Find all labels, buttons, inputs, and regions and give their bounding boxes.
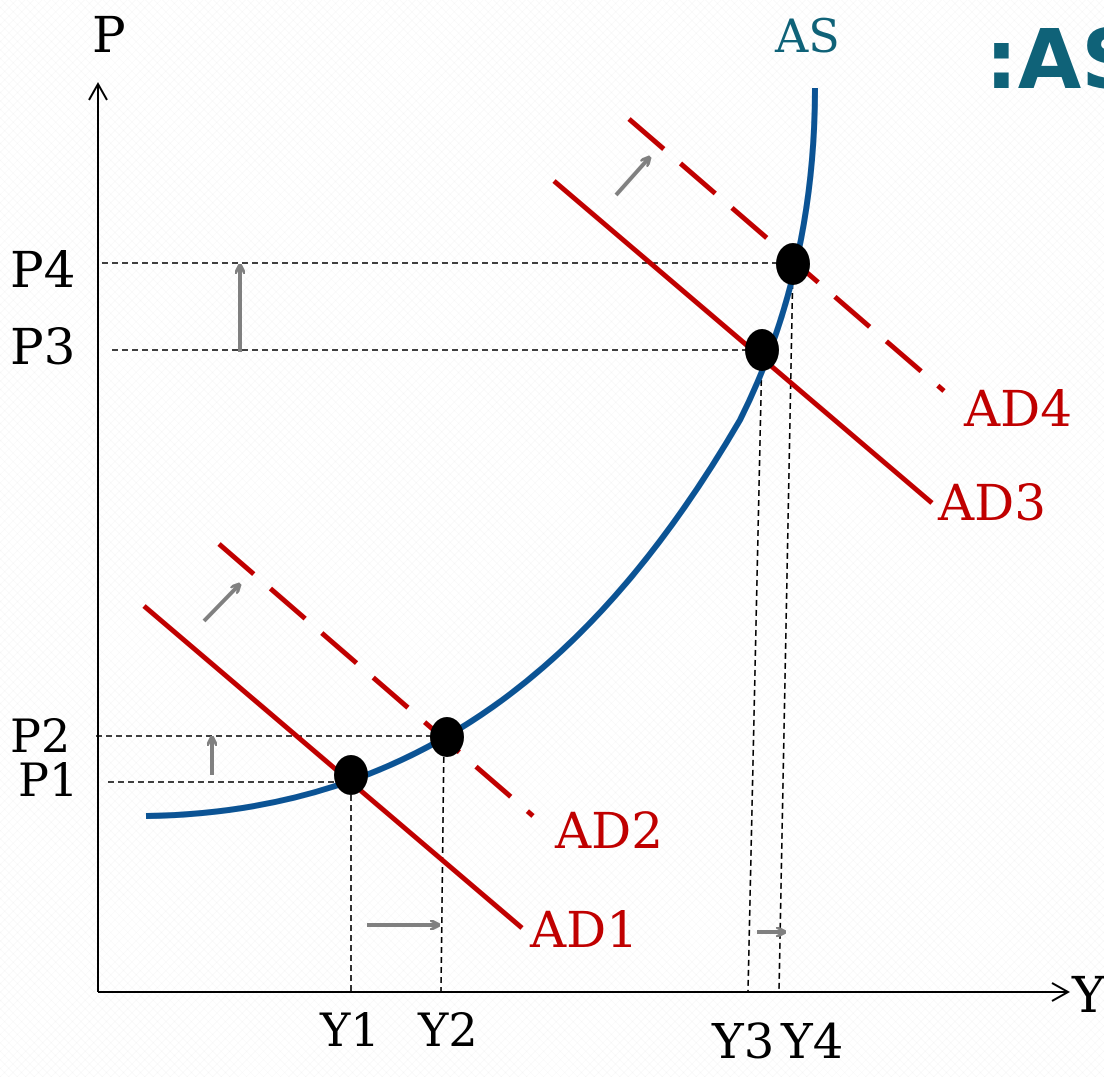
ad2-label: AD2	[554, 802, 663, 860]
y-axis-arrowhead	[88, 81, 108, 101]
ad1-curve	[142, 604, 524, 930]
y3-label: Y3	[711, 1014, 774, 1070]
equilibrium-point-1	[334, 755, 368, 795]
p1-label: P1	[18, 753, 78, 807]
y1-label: Y1	[319, 1003, 380, 1057]
ad2-curve	[217, 542, 535, 818]
p4-label: P4	[10, 241, 75, 299]
ad-shift-arrow-low	[202, 585, 239, 623]
as-label: AS	[774, 9, 840, 63]
y4-label: Y4	[780, 1014, 843, 1070]
as-curve	[145, 87, 818, 819]
ad3-label: AD3	[937, 474, 1046, 532]
p3-label: P3	[10, 318, 75, 376]
equilibrium-point-4	[776, 243, 810, 285]
equilibrium-point-2	[430, 717, 464, 757]
shift-arrows	[202, 158, 784, 932]
axes	[88, 81, 1071, 1002]
ad-shift-arrow-high	[614, 158, 649, 197]
y2-label: Y2	[417, 1003, 478, 1057]
x-axis-label: Y	[1071, 966, 1104, 1024]
slide-title: :AS	[985, 13, 1104, 108]
y-axis-label: P	[92, 6, 126, 64]
x-axis-arrowhead	[1051, 982, 1071, 1002]
ad4-label: AD4	[963, 380, 1072, 438]
guide-y3	[747, 349, 763, 993]
ad3-curve	[552, 179, 934, 505]
guide-y2	[440, 736, 445, 993]
guide-lines	[96, 262, 794, 993]
equilibrium-points	[334, 243, 810, 795]
p2-label: P2	[10, 709, 70, 763]
ad1-label: AD1	[529, 901, 638, 959]
equilibrium-point-3	[745, 329, 779, 371]
